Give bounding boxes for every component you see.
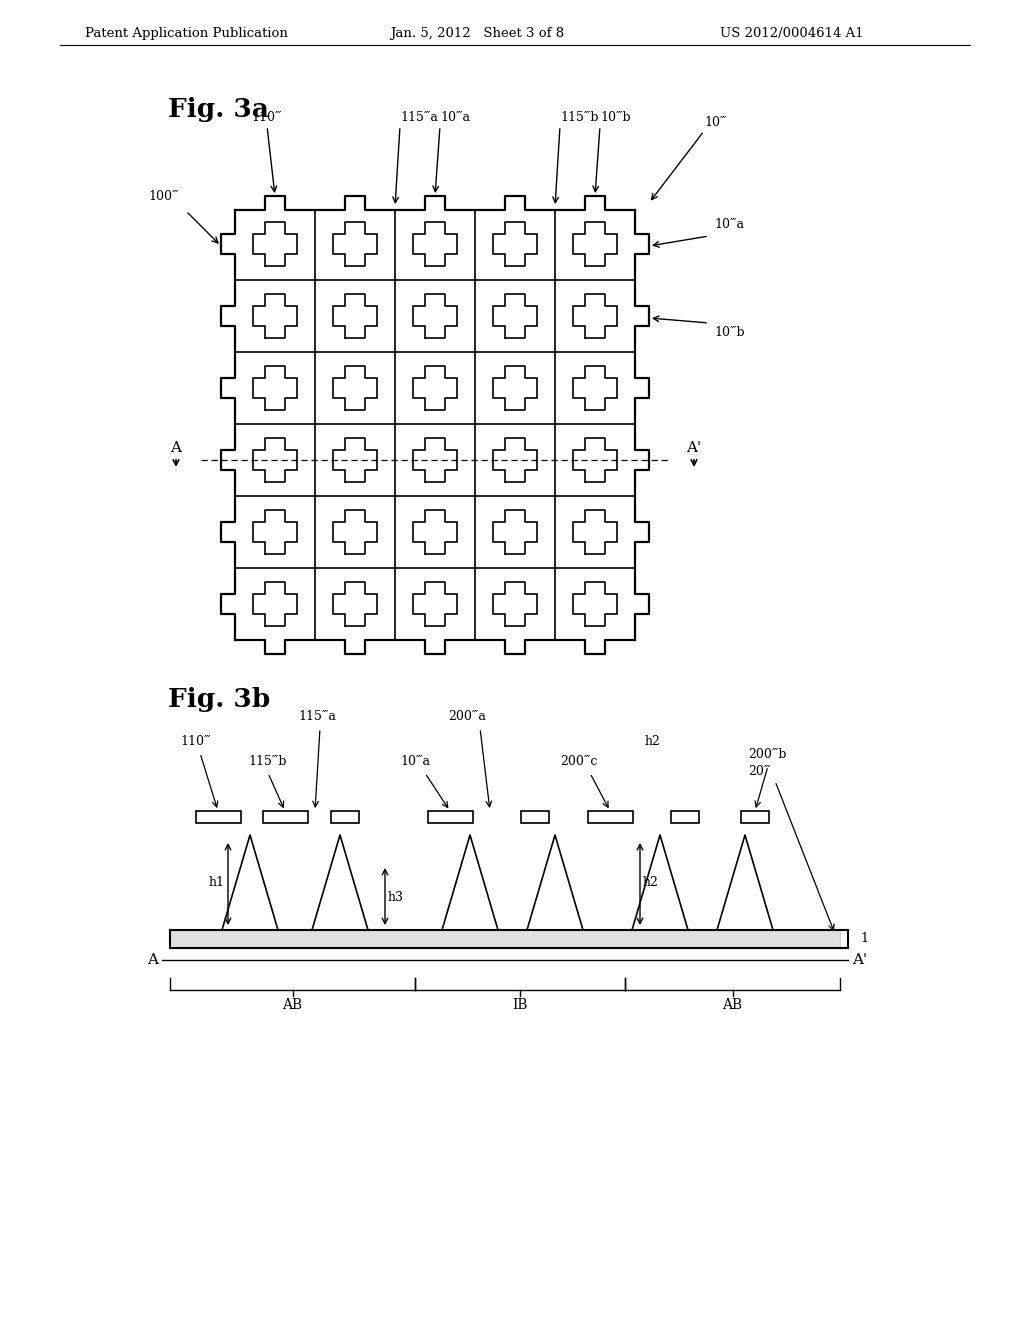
- Text: 110‴: 110‴: [252, 111, 283, 124]
- Bar: [588, 810, 633, 822]
- Bar: [331, 810, 359, 822]
- Text: AB: AB: [723, 998, 742, 1012]
- Text: A: A: [171, 441, 181, 455]
- Text: IB: IB: [512, 998, 527, 1012]
- Text: 115‴b: 115‴b: [248, 755, 287, 768]
- Text: 200‴c: 200‴c: [560, 755, 597, 768]
- Text: Fig. 3b: Fig. 3b: [168, 688, 270, 713]
- Text: Fig. 3a: Fig. 3a: [168, 98, 269, 123]
- Text: h2: h2: [643, 876, 658, 888]
- Text: 10‴b: 10‴b: [714, 326, 744, 339]
- Bar: [671, 810, 699, 822]
- Text: US 2012/0004614 A1: US 2012/0004614 A1: [720, 26, 863, 40]
- Text: 200‴b: 200‴b: [748, 748, 786, 762]
- Text: Patent Application Publication: Patent Application Publication: [85, 26, 288, 40]
- Text: 200‴a: 200‴a: [449, 710, 485, 723]
- Text: h1: h1: [209, 876, 225, 888]
- Text: 10‴: 10‴: [705, 116, 726, 129]
- Text: 20‴: 20‴: [748, 766, 770, 777]
- Text: A': A': [852, 953, 867, 968]
- Text: 10‴b: 10‴b: [600, 111, 631, 124]
- Text: AB: AB: [283, 998, 302, 1012]
- Text: 115‴a: 115‴a: [298, 710, 336, 723]
- Text: 10‴a: 10‴a: [400, 755, 430, 768]
- Text: 115‴b: 115‴b: [560, 111, 598, 124]
- Text: A': A': [686, 441, 701, 455]
- Bar: [427, 810, 472, 822]
- Text: h3: h3: [388, 891, 404, 904]
- Text: 10‴a: 10‴a: [440, 111, 470, 124]
- Text: 10‴a: 10‴a: [714, 218, 744, 231]
- Bar: [262, 810, 307, 822]
- Text: 1: 1: [860, 932, 868, 945]
- Text: h2: h2: [645, 735, 660, 748]
- Text: 110‴: 110‴: [180, 735, 211, 748]
- Bar: [521, 810, 549, 822]
- Bar: [196, 810, 241, 822]
- Text: Jan. 5, 2012   Sheet 3 of 8: Jan. 5, 2012 Sheet 3 of 8: [390, 26, 564, 40]
- Bar: [741, 810, 769, 822]
- Text: 100‴: 100‴: [148, 190, 179, 203]
- Text: 115‴a: 115‴a: [400, 111, 438, 124]
- Text: A: A: [147, 953, 158, 968]
